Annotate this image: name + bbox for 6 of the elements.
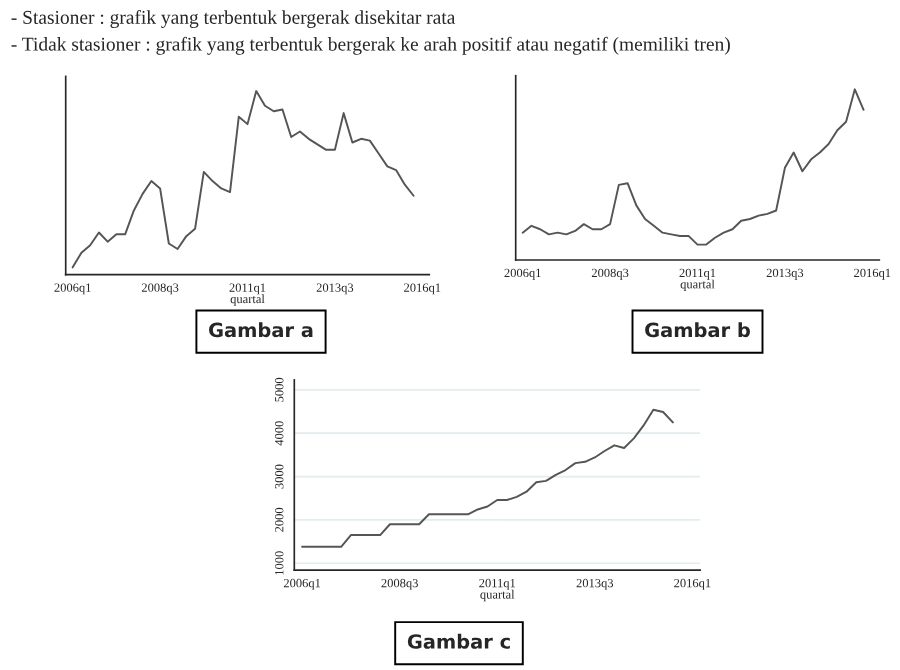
text: Gambar c <box>407 633 510 649</box>
text: - Stasioner : grafik yang terbentuk bergerak disekitar rata <box>11 10 456 28</box>
text: - Tidak stasioner : grafik yang terbentuk bergerak ke arah positif atau negatif (memiliki tren) <box>11 36 730 55</box>
text: Gambar b <box>645 322 750 338</box>
text: Gambar a <box>209 322 313 338</box>
line-series <box>301 408 674 548</box>
